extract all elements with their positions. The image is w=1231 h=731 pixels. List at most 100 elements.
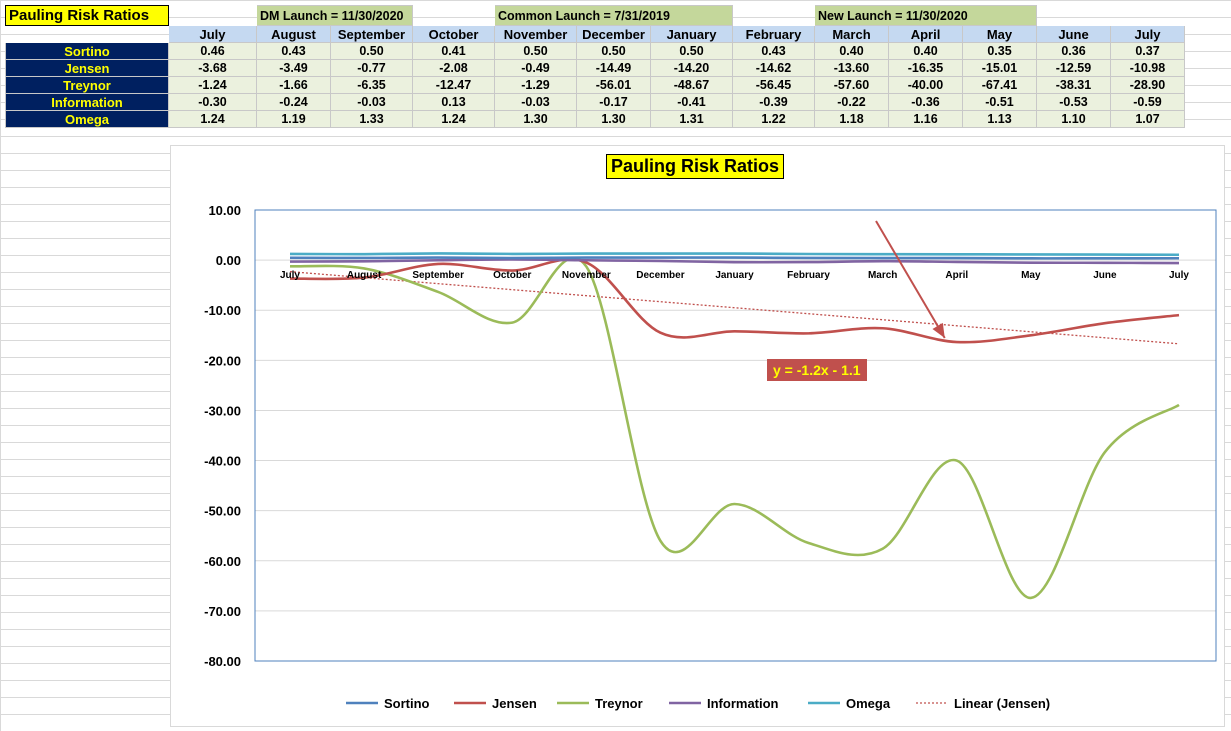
month-header[interactable]: July [168,25,257,43]
value-cell[interactable]: -0.53 [1036,93,1111,111]
new-launch-label[interactable]: New Launch = 11/30/2020 [814,5,1037,26]
value-cell[interactable]: -38.31 [1036,76,1111,94]
value-cell[interactable]: 1.16 [888,110,963,128]
value-cell[interactable]: -3.68 [168,59,257,77]
sheet-title[interactable]: Pauling Risk Ratios [5,5,169,26]
y-tick-label: -30.00 [204,403,241,418]
value-cell[interactable]: -57.60 [814,76,889,94]
x-tick-label: August [347,270,382,281]
value-cell[interactable]: -48.67 [650,76,733,94]
value-cell[interactable]: -0.51 [962,93,1037,111]
value-cell[interactable]: -13.60 [814,59,889,77]
value-cell[interactable]: 0.46 [168,42,257,60]
value-cell[interactable]: 1.33 [330,110,413,128]
value-cell[interactable]: 0.35 [962,42,1037,60]
value-cell[interactable]: -0.17 [576,93,651,111]
value-cell[interactable]: -56.01 [576,76,651,94]
y-tick-label: -80.00 [204,654,241,669]
value-cell[interactable]: 0.37 [1110,42,1185,60]
month-header[interactable]: October [412,25,495,43]
x-tick-label: November [562,270,611,281]
trendline-linear-jensen [289,270,1180,345]
month-header[interactable]: March [814,25,889,43]
value-cell[interactable]: 0.40 [814,42,889,60]
value-cell[interactable]: -15.01 [962,59,1037,77]
value-cell[interactable]: 0.40 [888,42,963,60]
value-cell[interactable]: 1.18 [814,110,889,128]
value-cell[interactable]: 0.41 [412,42,495,60]
value-cell[interactable]: 1.24 [412,110,495,128]
value-cell[interactable]: -0.49 [494,59,577,77]
value-cell[interactable]: 0.43 [256,42,331,60]
row-label[interactable]: Jensen [5,59,169,77]
month-header[interactable]: April [888,25,963,43]
value-cell[interactable]: 0.36 [1036,42,1111,60]
row-label[interactable]: Omega [5,110,169,128]
x-tick-label: January [715,270,754,281]
value-cell[interactable]: -28.90 [1110,76,1185,94]
value-cell[interactable]: -14.62 [732,59,815,77]
value-cell[interactable]: 1.31 [650,110,733,128]
chart-title[interactable]: Pauling Risk Ratios [606,154,785,179]
value-cell[interactable]: -12.59 [1036,59,1111,77]
month-header[interactable]: January [650,25,733,43]
row-label[interactable]: Sortino [5,42,169,60]
value-cell[interactable]: 0.50 [494,42,577,60]
value-cell[interactable]: 1.10 [1036,110,1111,128]
value-cell[interactable]: -12.47 [412,76,495,94]
month-header[interactable]: September [330,25,413,43]
value-cell[interactable]: -10.98 [1110,59,1185,77]
month-header[interactable]: July [1110,25,1185,43]
value-cell[interactable]: -0.39 [732,93,815,111]
value-cell[interactable]: 1.22 [732,110,815,128]
value-cell[interactable]: -0.59 [1110,93,1185,111]
month-header[interactable]: June [1036,25,1111,43]
value-cell[interactable]: -14.49 [576,59,651,77]
value-cell[interactable]: -1.29 [494,76,577,94]
value-cell[interactable]: -2.08 [412,59,495,77]
value-cell[interactable]: 1.30 [494,110,577,128]
value-cell[interactable]: -67.41 [962,76,1037,94]
value-cell[interactable]: -56.45 [732,76,815,94]
value-cell[interactable]: -0.22 [814,93,889,111]
month-header[interactable]: November [494,25,577,43]
chart-area[interactable]: 10.00 0.00 -10.00 -20.00 -30.00 -40.00 -50.00 -… [170,145,1225,727]
value-cell[interactable]: -0.24 [256,93,331,111]
value-cell[interactable]: -3.49 [256,59,331,77]
value-cell[interactable]: 0.50 [576,42,651,60]
value-cell[interactable]: 1.24 [168,110,257,128]
value-cell[interactable]: -1.66 [256,76,331,94]
common-launch-label[interactable]: Common Launch = 7/31/2019 [494,5,733,26]
value-cell[interactable]: 0.50 [330,42,413,60]
value-cell[interactable]: -0.30 [168,93,257,111]
x-tick-label: June [1093,270,1117,281]
value-cell[interactable]: -0.77 [330,59,413,77]
value-cell[interactable]: -6.35 [330,76,413,94]
row-label[interactable]: Treynor [5,76,169,94]
value-cell[interactable]: 0.13 [412,93,495,111]
trendline-equation-label[interactable]: y = -1.2x - 1.1 [767,359,867,381]
month-header[interactable]: August [256,25,331,43]
value-cell[interactable]: -40.00 [888,76,963,94]
month-header[interactable]: May [962,25,1037,43]
dm-launch-label[interactable]: DM Launch = 11/30/2020 [256,5,413,26]
value-cell[interactable]: -0.03 [494,93,577,111]
value-cell[interactable]: 0.50 [650,42,733,60]
value-cell[interactable]: 1.30 [576,110,651,128]
value-cell[interactable]: 1.07 [1110,110,1185,128]
row-label[interactable]: Information [5,93,169,111]
legend-label: Jensen [492,696,537,711]
month-header[interactable]: December [576,25,651,43]
value-cell[interactable]: -0.03 [330,93,413,111]
value-cell[interactable]: -0.41 [650,93,733,111]
value-cell[interactable]: 1.19 [256,110,331,128]
annotation-arrow [875,220,946,339]
value-cell[interactable]: -14.20 [650,59,733,77]
month-header[interactable]: February [732,25,815,43]
value-cell[interactable]: -1.24 [168,76,257,94]
value-cell[interactable]: -0.36 [888,93,963,111]
value-cell[interactable]: 1.13 [962,110,1037,128]
legend-label: Information [707,696,779,711]
value-cell[interactable]: -16.35 [888,59,963,77]
value-cell[interactable]: 0.43 [732,42,815,60]
